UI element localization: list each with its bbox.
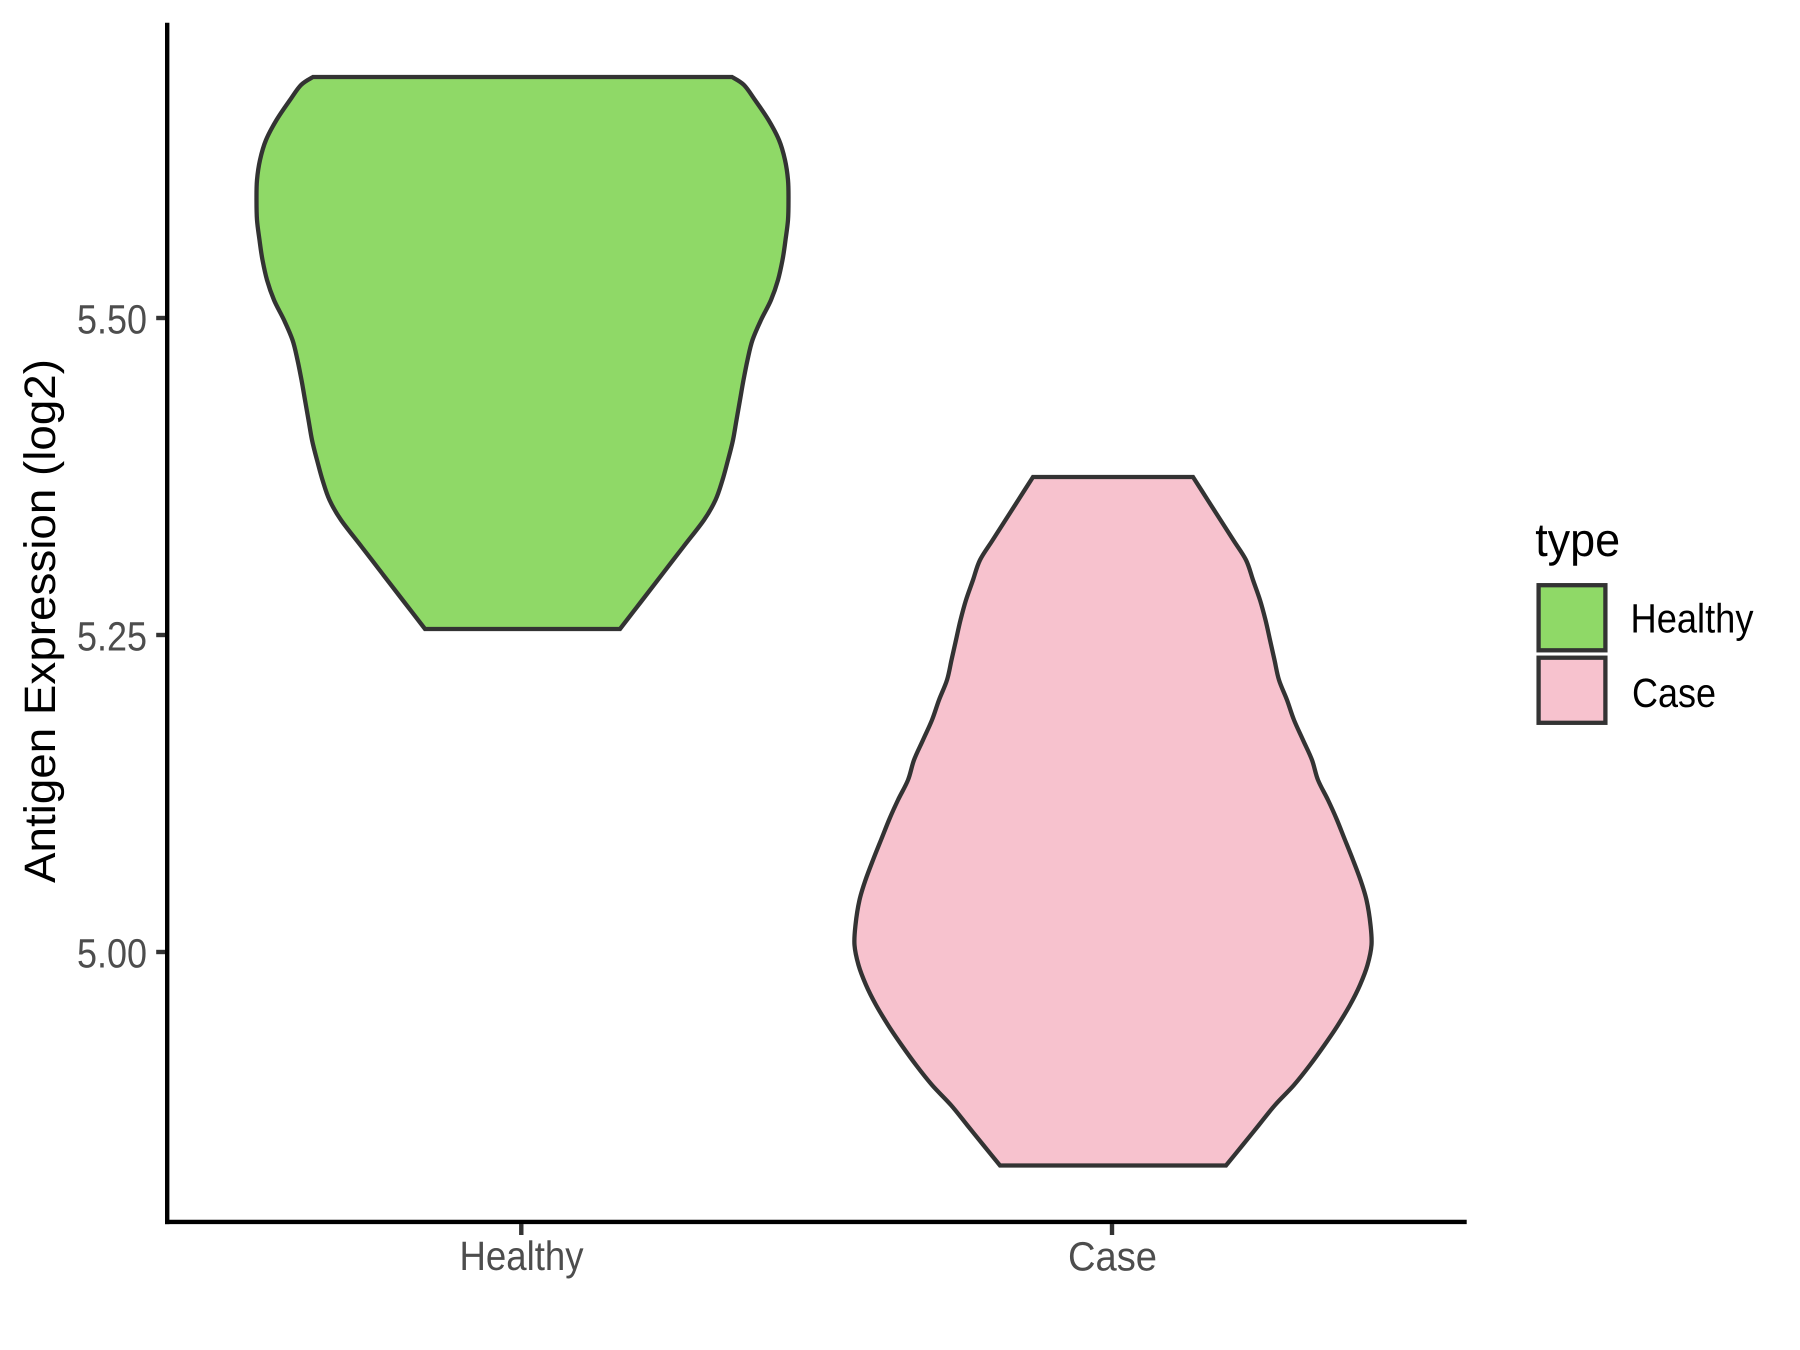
- svg-text:5.25: 5.25: [77, 613, 147, 659]
- svg-text:Antigen Expression (log2): Antigen Expression (log2): [16, 359, 65, 883]
- svg-text:Case: Case: [1068, 1234, 1157, 1280]
- svg-text:5.00: 5.00: [77, 930, 147, 976]
- svg-text:Case: Case: [1632, 670, 1716, 716]
- svg-text:Healthy: Healthy: [1631, 596, 1754, 642]
- svg-text:5.50: 5.50: [77, 296, 147, 342]
- svg-text:type: type: [1535, 513, 1620, 566]
- svg-text:Healthy: Healthy: [460, 1233, 584, 1279]
